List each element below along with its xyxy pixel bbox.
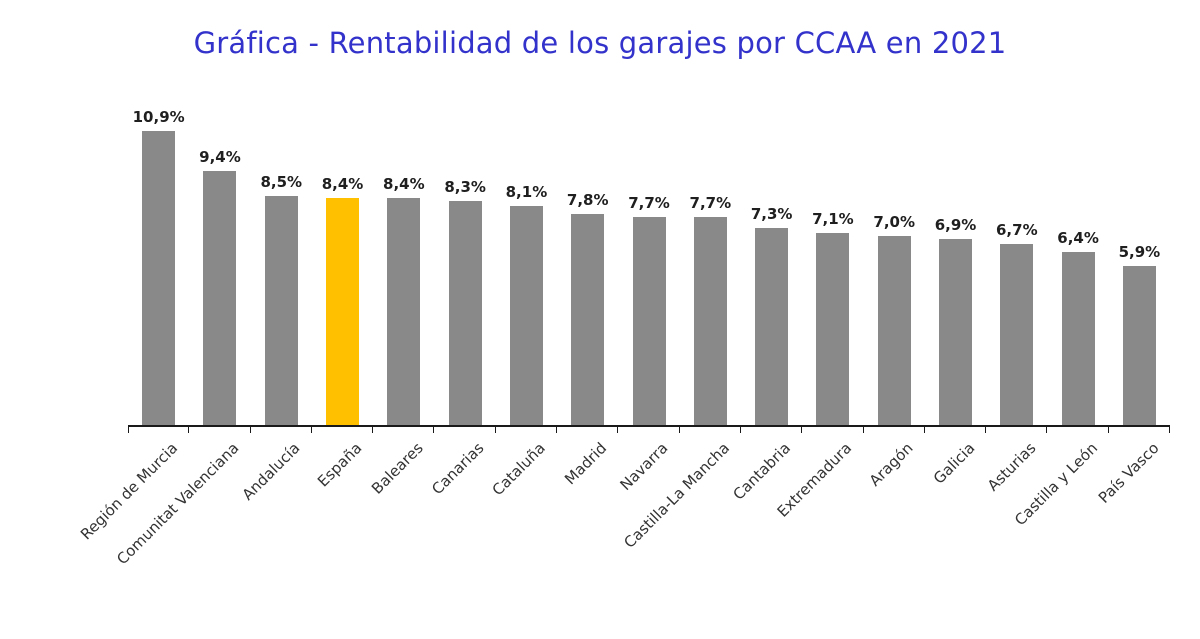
- x-axis-label: Navarra: [616, 439, 672, 494]
- bar: [448, 200, 482, 425]
- bar: [1061, 252, 1095, 425]
- plot-area: 10,9% 9,4% 8,5% 8,4% 8,4% 8,3% 8,1% 7,8% 7,7% 7,7…: [128, 92, 1171, 433]
- bar-slot: 8,1%: [496, 92, 558, 433]
- bar: [509, 206, 543, 425]
- x-axis-label-slot: Aragón: [864, 427, 925, 622]
- bar: [1000, 244, 1034, 425]
- bar-slot: 6,9%: [925, 92, 987, 433]
- bar: [877, 236, 911, 425]
- x-axis-label: Aragón: [866, 439, 917, 490]
- bar-value-label: 6,4%: [1057, 229, 1099, 248]
- bar-slot: 9,4%: [189, 92, 251, 433]
- bar: [571, 214, 605, 425]
- x-axis-label-slot: Comunitat Valenciana: [114, 427, 250, 622]
- x-axis-label: Baleares: [367, 439, 427, 498]
- bar-slot: 7,8%: [557, 92, 619, 433]
- x-axis-label-slot: Castilla y León: [1011, 427, 1108, 622]
- bar-slot: 7,0%: [864, 92, 926, 433]
- x-axis-label-slot: Andalucía: [239, 427, 312, 622]
- bar-slot: 7,1%: [802, 92, 864, 433]
- bar-value-label: 10,9%: [132, 107, 185, 126]
- x-axis-label-slot: Galicia: [925, 427, 986, 622]
- x-axis-label-slot: Madrid: [557, 427, 618, 622]
- x-axis-label-slot: Cantabria: [730, 427, 802, 622]
- bar-slot: 5,9%: [1109, 92, 1171, 433]
- x-axis-label-slot: Canarias: [429, 427, 495, 622]
- bar-slot: 8,4%: [373, 92, 435, 433]
- x-axis-label-slot: País Vasco: [1094, 427, 1170, 622]
- bar-slot: 7,7%: [618, 92, 680, 433]
- bar-slot: 7,3%: [741, 92, 803, 433]
- bar-slot: 8,5%: [251, 92, 313, 433]
- chart-title: Gráfica - Rentabilidad de los garajes po…: [193, 26, 1007, 60]
- x-axis-labels: Región de Murcia Comunitat Valenciana Anda…: [77, 427, 1170, 622]
- x-axis-label: Madrid: [561, 439, 611, 489]
- bar: [264, 195, 298, 425]
- bar: [693, 217, 727, 425]
- bar-slot: 8,3%: [434, 92, 497, 433]
- bar: [816, 233, 850, 425]
- x-axis-label: Galicia: [929, 439, 979, 488]
- bar-value-label: 8,1%: [505, 183, 548, 202]
- bar: [1122, 265, 1156, 425]
- x-axis-label: Cataluña: [488, 439, 550, 500]
- bar: [632, 217, 666, 425]
- bar: [142, 130, 176, 425]
- bar: [203, 171, 237, 425]
- bar-value-label: 7,7%: [689, 194, 732, 213]
- bar-value-label: 7,1%: [812, 210, 854, 229]
- x-axis-label-slot: Extremadura: [774, 427, 863, 622]
- bar: [939, 238, 972, 425]
- bar: [387, 198, 421, 425]
- bar-value-label: 9,4%: [199, 148, 241, 167]
- bar-value-label: 8,3%: [444, 177, 486, 196]
- bar-value-label: 8,4%: [383, 175, 425, 194]
- bar-value-label: 6,7%: [996, 221, 1038, 240]
- bar-slot: 10,9%: [128, 92, 190, 433]
- bar-value-label: 7,8%: [566, 191, 609, 210]
- bar-slot: 7,7%: [680, 92, 742, 433]
- bar-value-label: 6,9%: [934, 215, 977, 234]
- bar-slot: 6,4%: [1047, 92, 1110, 433]
- x-axis-label-slot: Cataluña: [489, 427, 557, 622]
- bar-value-label: 8,5%: [260, 172, 303, 191]
- x-axis-label-slot: Castilla-La Mancha: [620, 427, 741, 622]
- x-axis-label-slot: Baleares: [368, 427, 434, 622]
- x-axis-label: Canarias: [428, 439, 488, 499]
- bar-value-label: 7,7%: [628, 194, 670, 213]
- bar: [326, 198, 360, 425]
- bar-value-label: 8,4%: [321, 175, 364, 194]
- bar-chart: 10,9% 9,4% 8,5% 8,4% 8,4% 8,3% 8,1% 7,8% 7,7% 7,7…: [77, 92, 1171, 622]
- bar-value-label: 7,0%: [873, 213, 916, 231]
- bar-slot: 6,7%: [986, 92, 1048, 433]
- x-axis-label: Asturias: [983, 439, 1040, 495]
- x-axis-label: España: [313, 439, 366, 491]
- x-axis-label-slot: España: [312, 427, 373, 622]
- bar-value-label: 7,3%: [750, 204, 793, 223]
- x-axis-label-slot: Asturias: [983, 427, 1047, 622]
- bar: [755, 227, 789, 425]
- bar-value-label: 5,9%: [1118, 242, 1161, 261]
- bar-slot: 8,4%: [312, 92, 374, 433]
